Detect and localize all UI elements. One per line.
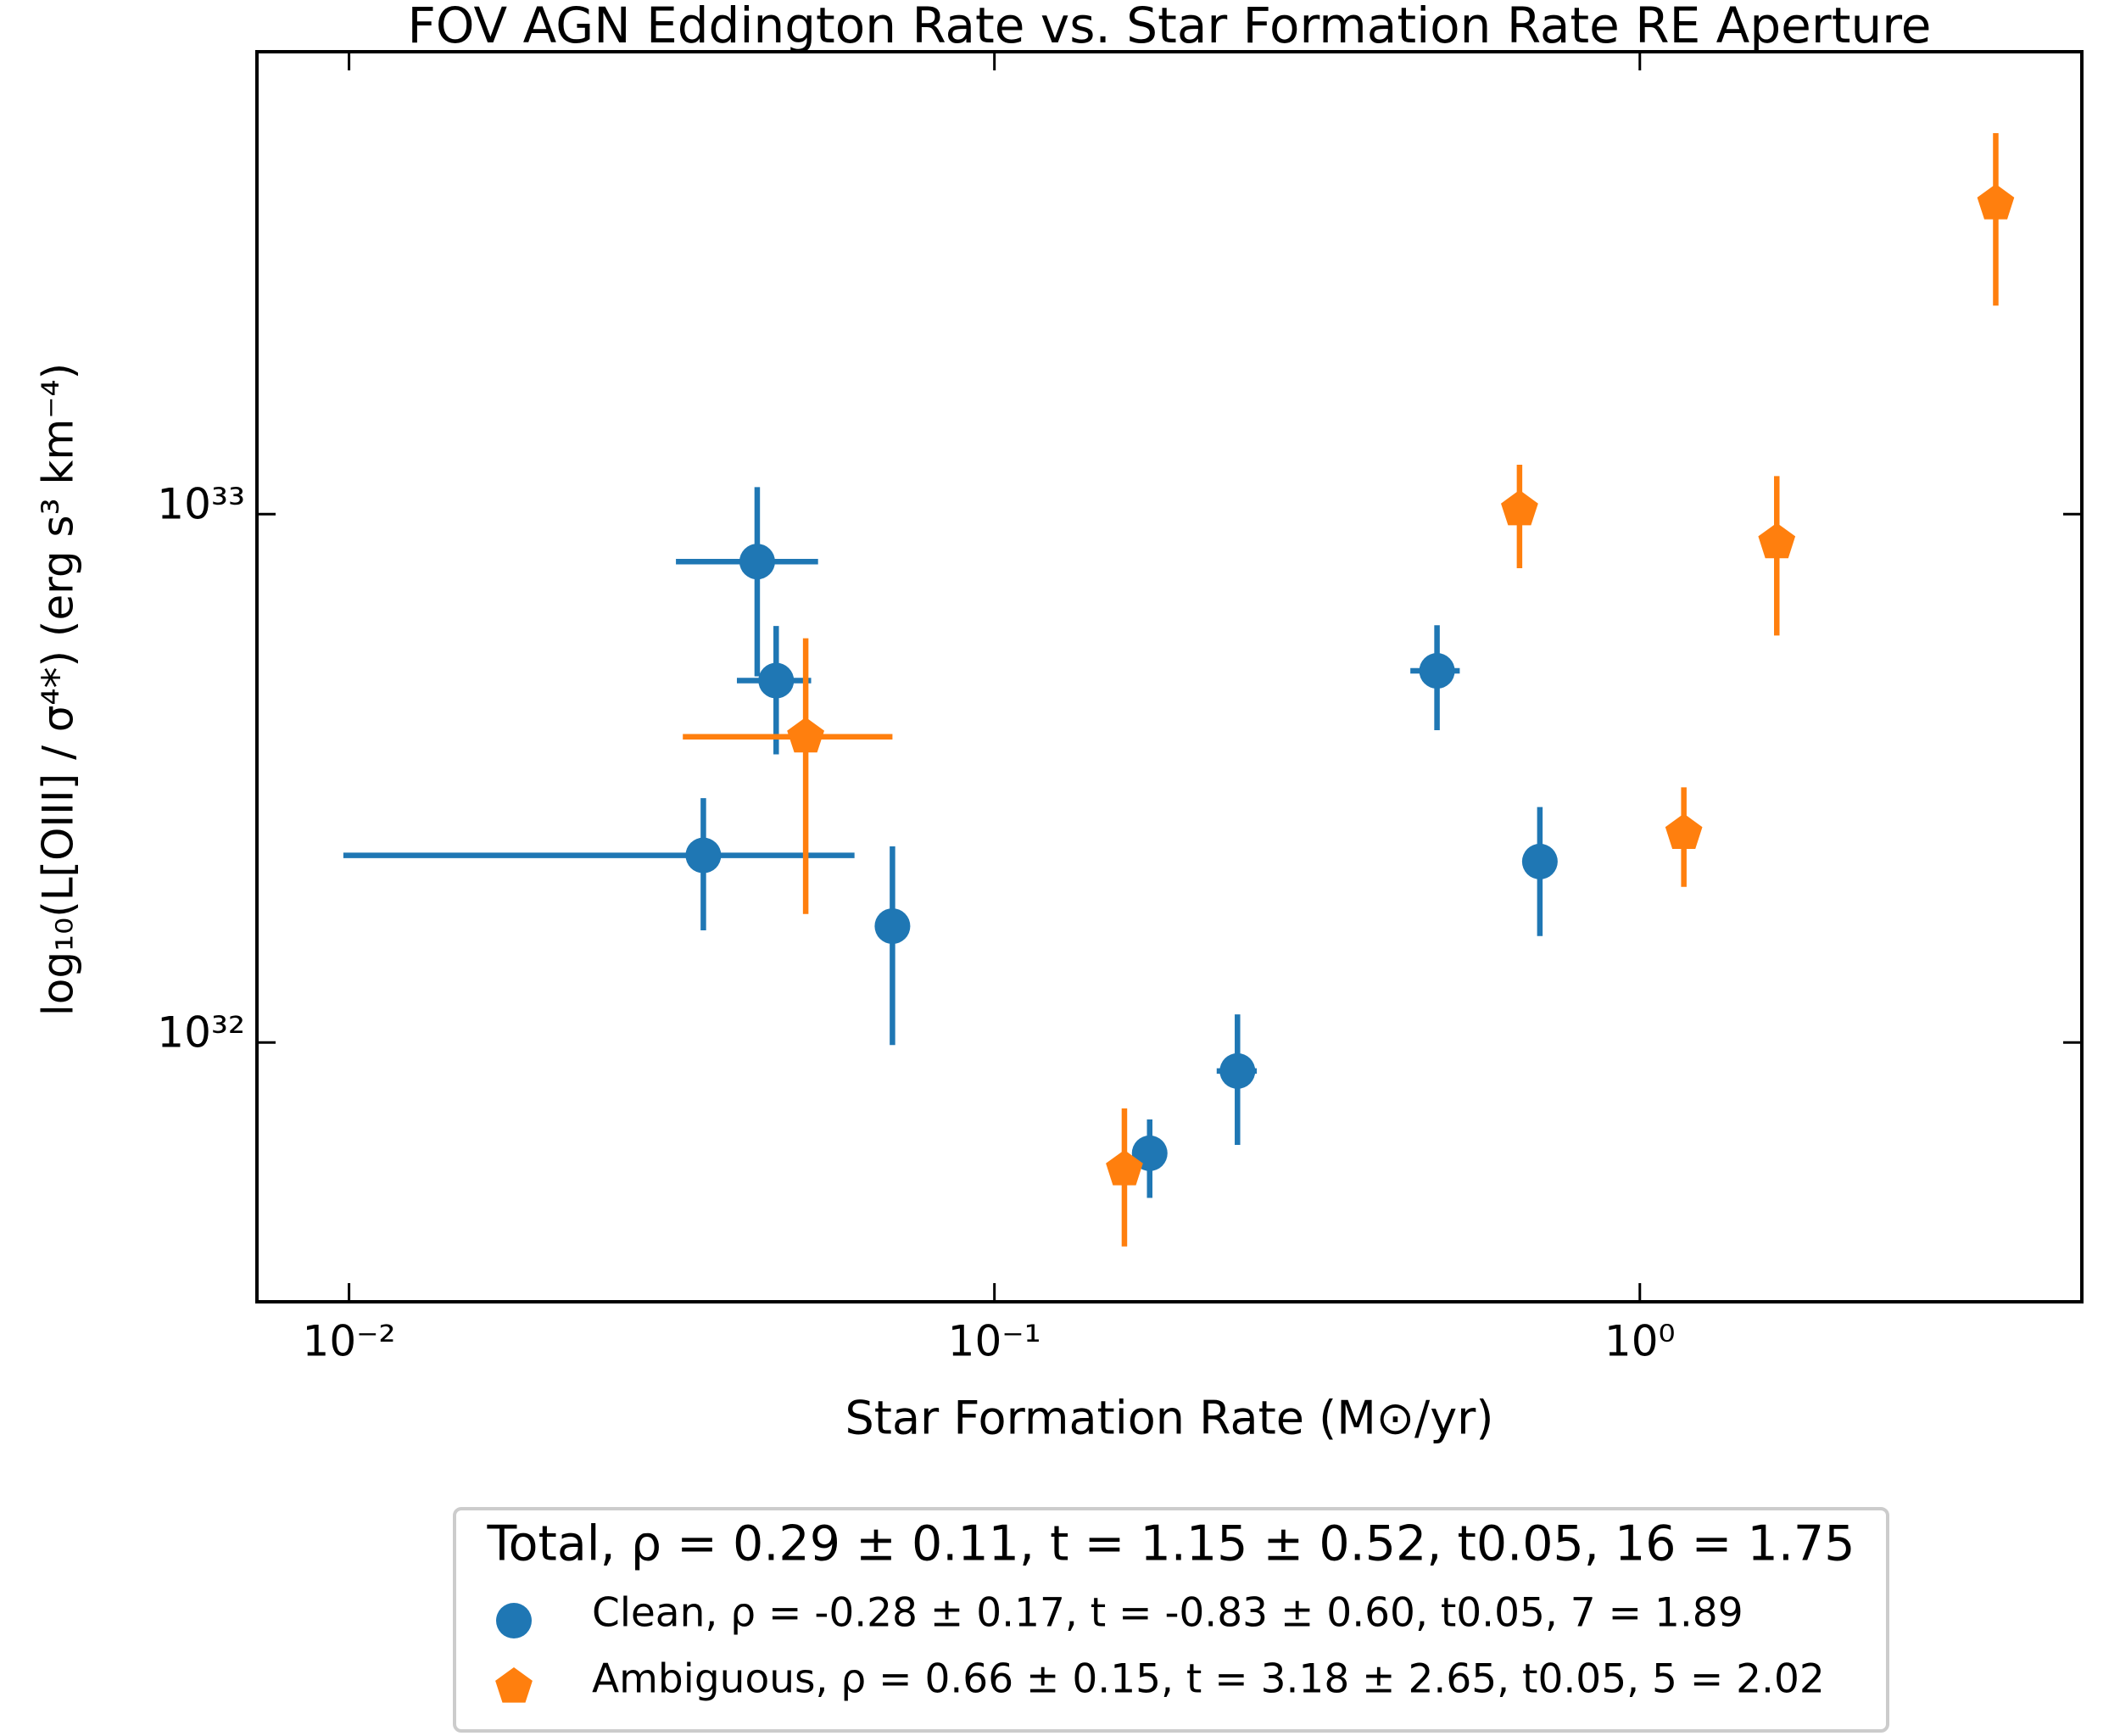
point xyxy=(1501,489,1538,526)
point xyxy=(685,837,722,874)
point xyxy=(1665,813,1703,849)
point xyxy=(758,662,795,699)
chart-title: FOV AGN Eddington Rate vs. Star Formatio… xyxy=(408,0,1932,54)
y-tick-label: 10³² xyxy=(157,1008,245,1058)
y-axis-label: log₁₀(L[OIII] / σ⁴*) (erg s³ km⁻⁴) xyxy=(34,363,83,1016)
x-axis-label: Star Formation Rate (M⊙/yr) xyxy=(845,1392,1494,1445)
point xyxy=(1419,653,1455,689)
point xyxy=(1977,184,2015,220)
point xyxy=(1106,1150,1143,1186)
plot-frame xyxy=(255,50,2084,1303)
x-tick-label: 10⁻² xyxy=(303,1317,396,1366)
x-tick-label: 10⁰ xyxy=(1604,1317,1676,1366)
legend-title: Total, ρ = 0.29 ± 0.11, t = 1.15 ± 0.52,… xyxy=(487,1516,1855,1572)
legend-marker xyxy=(496,1603,532,1638)
legend-marker xyxy=(495,1667,533,1703)
point xyxy=(1521,843,1558,879)
point xyxy=(787,717,824,753)
y-tick-label: 10³³ xyxy=(157,480,245,529)
x-tick-label: 10⁻¹ xyxy=(948,1317,1041,1366)
legend-label: Clean, ρ = -0.28 ± 0.17, t = -0.83 ± 0.6… xyxy=(592,1590,1743,1637)
point xyxy=(1219,1052,1256,1089)
point xyxy=(1758,522,1796,559)
point xyxy=(874,908,911,945)
legend-label: Ambiguous, ρ = 0.66 ± 0.15, t = 3.18 ± 2… xyxy=(592,1656,1825,1703)
point xyxy=(739,544,775,580)
legend-box xyxy=(453,1507,1889,1733)
